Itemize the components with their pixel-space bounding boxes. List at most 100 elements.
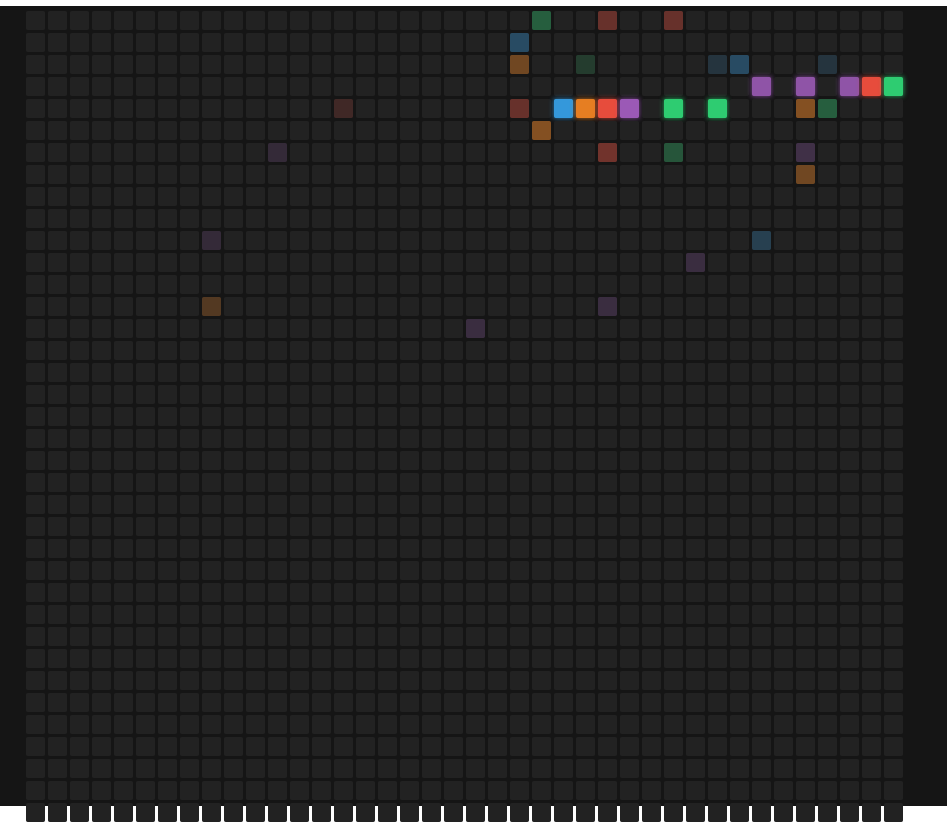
grid-cell[interactable] [862, 99, 881, 118]
grid-cell[interactable] [290, 11, 309, 30]
grid-cell[interactable] [510, 473, 529, 492]
grid-cell[interactable] [510, 451, 529, 470]
grid-cell[interactable] [422, 121, 441, 140]
grid-cell[interactable] [664, 253, 683, 272]
grid-cell[interactable] [422, 187, 441, 206]
grid-cell[interactable] [708, 561, 727, 580]
grid-cell[interactable] [686, 781, 705, 800]
grid-cell[interactable] [70, 99, 89, 118]
grid-cell[interactable] [378, 33, 397, 52]
grid-cell[interactable] [862, 55, 881, 74]
grid-cell[interactable] [774, 319, 793, 338]
grid-cell[interactable] [70, 473, 89, 492]
grid-cell[interactable] [268, 693, 287, 712]
grid-cell[interactable] [136, 121, 155, 140]
grid-cell[interactable] [70, 231, 89, 250]
grid-cell[interactable] [686, 341, 705, 360]
grid-cell[interactable] [180, 143, 199, 162]
grid-cell[interactable] [488, 33, 507, 52]
grid-cell[interactable] [752, 759, 771, 778]
grid-cell[interactable] [554, 539, 573, 558]
grid-cell[interactable] [884, 473, 903, 492]
grid-cell[interactable] [796, 539, 815, 558]
grid-cell[interactable] [444, 671, 463, 690]
grid-cell[interactable] [224, 693, 243, 712]
grid-cell[interactable] [444, 781, 463, 800]
grid-cell[interactable] [598, 517, 617, 536]
grid-cell[interactable] [598, 605, 617, 624]
grid-cell[interactable] [532, 759, 551, 778]
grid-cell[interactable] [180, 231, 199, 250]
grid-cell[interactable] [70, 341, 89, 360]
grid-cell[interactable] [356, 539, 375, 558]
grid-cell[interactable] [774, 649, 793, 668]
grid-cell[interactable] [48, 605, 67, 624]
grid-cell[interactable] [554, 693, 573, 712]
grid-cell[interactable] [48, 231, 67, 250]
grid-cell[interactable] [796, 121, 815, 140]
grid-cell[interactable] [378, 451, 397, 470]
grid-cell[interactable] [444, 253, 463, 272]
grid-cell[interactable] [444, 385, 463, 404]
grid-cell[interactable] [268, 495, 287, 514]
grid-cell[interactable] [268, 121, 287, 140]
grid-cell[interactable] [466, 495, 485, 514]
grid-cell[interactable] [752, 539, 771, 558]
grid-cell[interactable] [48, 583, 67, 602]
grid-cell[interactable] [862, 275, 881, 294]
grid-cell[interactable] [92, 341, 111, 360]
grid-cell[interactable] [576, 737, 595, 756]
grid-cell[interactable] [224, 363, 243, 382]
grid-cell[interactable] [884, 385, 903, 404]
grid-cell[interactable] [598, 231, 617, 250]
grid-cell[interactable] [796, 187, 815, 206]
grid-cell[interactable] [158, 121, 177, 140]
grid-cell[interactable] [378, 583, 397, 602]
grid-cell[interactable] [620, 715, 639, 734]
grid-cell[interactable] [532, 319, 551, 338]
grid-cell[interactable] [708, 583, 727, 602]
grid-cell[interactable] [48, 363, 67, 382]
grid-cell[interactable] [268, 319, 287, 338]
grid-cell[interactable] [686, 165, 705, 184]
grid-cell[interactable] [466, 407, 485, 426]
grid-cell[interactable] [598, 429, 617, 448]
grid-cell[interactable] [26, 627, 45, 646]
grid-cell[interactable] [686, 473, 705, 492]
grid-cell[interactable] [554, 385, 573, 404]
grid-cell[interactable] [510, 561, 529, 580]
grid-cell[interactable] [598, 275, 617, 294]
grid-cell[interactable] [268, 649, 287, 668]
grid-cell[interactable] [774, 209, 793, 228]
grid-cell[interactable] [708, 77, 727, 96]
grid-cell[interactable] [862, 561, 881, 580]
grid-cell[interactable] [268, 297, 287, 316]
grid-cell[interactable] [202, 209, 221, 228]
grid-cell[interactable] [554, 451, 573, 470]
grid-cell[interactable] [136, 297, 155, 316]
grid-cell[interactable] [686, 231, 705, 250]
grid-cell[interactable] [576, 517, 595, 536]
grid-cell[interactable] [708, 495, 727, 514]
grid-cell[interactable] [378, 627, 397, 646]
grid-cell[interactable] [576, 451, 595, 470]
grid-cell[interactable] [290, 693, 309, 712]
grid-cell[interactable] [202, 385, 221, 404]
grid-cell[interactable] [444, 11, 463, 30]
grid-cell[interactable] [92, 627, 111, 646]
grid-cell[interactable] [290, 605, 309, 624]
grid-cell[interactable] [334, 627, 353, 646]
grid-cell[interactable] [620, 781, 639, 800]
grid-cell[interactable] [70, 253, 89, 272]
grid-cell[interactable] [510, 605, 529, 624]
grid-cell[interactable] [488, 231, 507, 250]
grid-cell[interactable] [862, 737, 881, 756]
grid-cell[interactable] [664, 583, 683, 602]
grid-cell[interactable] [730, 473, 749, 492]
grid-cell[interactable] [488, 671, 507, 690]
grid-cell[interactable] [774, 77, 793, 96]
grid-cell[interactable] [774, 451, 793, 470]
grid-cell[interactable] [686, 627, 705, 646]
grid-cell[interactable] [642, 649, 661, 668]
grid-cell[interactable] [730, 319, 749, 338]
